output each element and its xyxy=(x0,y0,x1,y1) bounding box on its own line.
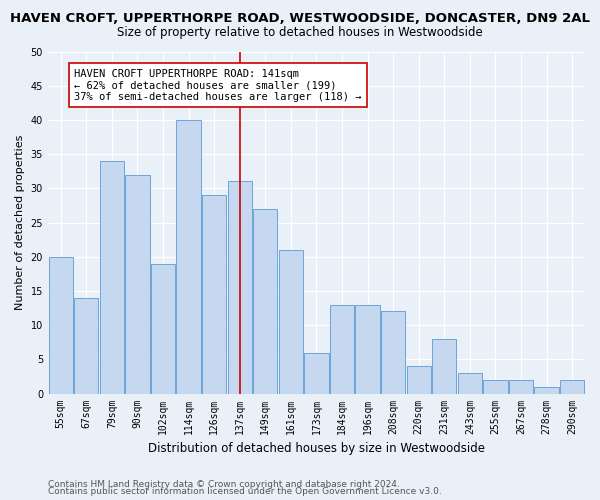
Bar xyxy=(202,195,226,394)
Bar xyxy=(509,380,533,394)
Text: Size of property relative to detached houses in Westwoodside: Size of property relative to detached ho… xyxy=(117,26,483,39)
Bar xyxy=(49,256,73,394)
Bar xyxy=(74,298,98,394)
Bar xyxy=(176,120,201,394)
Bar xyxy=(535,386,559,394)
Bar xyxy=(279,250,303,394)
Text: Contains HM Land Registry data © Crown copyright and database right 2024.: Contains HM Land Registry data © Crown c… xyxy=(48,480,400,489)
Bar xyxy=(151,264,175,394)
Bar xyxy=(355,304,380,394)
Bar xyxy=(253,209,277,394)
Bar xyxy=(227,182,252,394)
Bar xyxy=(458,373,482,394)
Bar xyxy=(407,366,431,394)
Text: HAVEN CROFT, UPPERTHORPE ROAD, WESTWOODSIDE, DONCASTER, DN9 2AL: HAVEN CROFT, UPPERTHORPE ROAD, WESTWOODS… xyxy=(10,12,590,26)
X-axis label: Distribution of detached houses by size in Westwoodside: Distribution of detached houses by size … xyxy=(148,442,485,455)
Bar xyxy=(330,304,354,394)
Bar xyxy=(560,380,584,394)
Bar xyxy=(484,380,508,394)
Bar xyxy=(125,174,149,394)
Bar xyxy=(432,339,457,394)
Bar xyxy=(304,352,329,394)
Text: HAVEN CROFT UPPERTHORPE ROAD: 141sqm
← 62% of detached houses are smaller (199)
: HAVEN CROFT UPPERTHORPE ROAD: 141sqm ← 6… xyxy=(74,68,362,102)
Y-axis label: Number of detached properties: Number of detached properties xyxy=(15,135,25,310)
Text: Contains public sector information licensed under the Open Government Licence v3: Contains public sector information licen… xyxy=(48,487,442,496)
Bar xyxy=(381,312,406,394)
Bar xyxy=(100,161,124,394)
